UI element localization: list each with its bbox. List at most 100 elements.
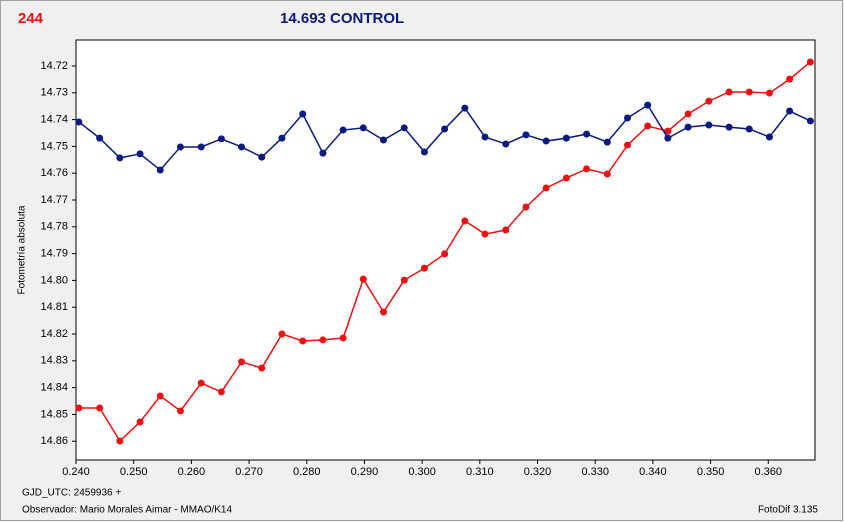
data-point	[725, 123, 733, 131]
data-point	[319, 149, 327, 157]
x-tick-label: 0.260	[178, 466, 206, 478]
data-point	[522, 131, 530, 139]
data-point	[299, 337, 307, 345]
footer-text: GJD_UTC: 2459936 +	[22, 488, 121, 499]
y-tick-label: 14.77	[40, 194, 68, 206]
data-point	[319, 336, 327, 344]
x-tick-label: 0.240	[62, 466, 90, 478]
y-tick-label: 14.79	[40, 248, 68, 260]
y-tick-label: 14.85	[40, 408, 68, 420]
series-label: 244	[18, 10, 44, 27]
y-tick-label: 14.80	[40, 274, 68, 286]
data-point	[136, 418, 144, 426]
data-point	[156, 166, 164, 174]
data-point	[684, 110, 692, 118]
x-tick-label: 0.310	[466, 466, 494, 478]
data-point	[96, 404, 104, 412]
data-point	[420, 264, 428, 272]
x-tick-label: 0.320	[524, 466, 552, 478]
data-point	[603, 170, 611, 178]
x-tick-label: 0.360	[755, 466, 783, 478]
y-tick-label: 14.81	[40, 301, 68, 313]
data-point	[502, 140, 510, 148]
data-point	[176, 407, 184, 415]
plot-area	[75, 39, 816, 461]
data-point	[359, 124, 367, 132]
data-point	[603, 138, 611, 146]
data-point	[379, 308, 387, 316]
data-point	[481, 230, 489, 238]
data-point	[197, 143, 205, 151]
data-point	[542, 184, 550, 192]
data-point	[461, 217, 469, 225]
data-point	[156, 392, 164, 400]
y-tick-label: 14.72	[40, 60, 68, 72]
x-tick-label: 0.290	[351, 466, 379, 478]
x-tick-label: 0.280	[293, 466, 321, 478]
data-point	[238, 358, 246, 366]
x-tick-label: 0.270	[235, 466, 263, 478]
data-point	[379, 136, 387, 144]
data-point	[258, 364, 266, 372]
x-tick-label: 0.340	[639, 466, 667, 478]
y-tick-label: 14.75	[40, 140, 68, 152]
y-tick-label: 14.76	[40, 167, 68, 179]
data-point	[624, 114, 632, 122]
data-point	[644, 122, 652, 130]
data-point	[725, 88, 733, 96]
data-point	[562, 174, 570, 182]
data-point	[745, 125, 753, 133]
x-tick-label: 0.250	[120, 466, 148, 478]
x-tick-label: 0.330	[581, 466, 609, 478]
data-point	[278, 330, 286, 338]
data-point	[339, 334, 347, 342]
data-point	[116, 154, 124, 162]
data-point	[684, 123, 692, 131]
data-point	[278, 134, 286, 142]
data-point	[705, 121, 713, 129]
data-point	[765, 89, 773, 97]
data-point	[197, 379, 205, 387]
data-point	[217, 135, 225, 143]
data-point	[542, 137, 550, 145]
chart-title: 14.693 CONTROL	[280, 10, 404, 27]
data-point	[359, 275, 367, 283]
y-tick-label: 14.74	[40, 114, 68, 126]
data-point	[481, 133, 489, 141]
data-point	[400, 276, 408, 284]
data-point	[583, 130, 591, 138]
data-point	[136, 150, 144, 158]
data-point	[299, 110, 307, 118]
x-tick-label: 0.350	[697, 466, 725, 478]
data-point	[786, 107, 794, 115]
data-point	[217, 388, 225, 396]
data-point	[238, 143, 246, 151]
data-point	[461, 104, 469, 112]
x-tick-label: 0.300	[408, 466, 436, 478]
footer-text: Observador: Mario Morales Aimar - MMAO/K…	[22, 505, 232, 516]
data-point	[562, 134, 570, 142]
data-point	[502, 226, 510, 234]
data-point	[522, 203, 530, 211]
data-point	[75, 118, 83, 126]
y-tick-label: 14.86	[40, 435, 68, 447]
data-point	[705, 97, 713, 105]
data-point	[441, 250, 449, 258]
y-tick-label: 14.78	[40, 221, 68, 233]
y-tick-label: 14.83	[40, 355, 68, 367]
data-point	[258, 153, 266, 161]
data-point	[644, 101, 652, 109]
data-point	[664, 134, 672, 142]
data-point	[96, 134, 104, 142]
data-point	[116, 437, 124, 445]
data-point	[339, 126, 347, 134]
data-point	[664, 127, 672, 135]
data-point	[176, 143, 184, 151]
y-tick-label: 14.84	[40, 382, 68, 394]
footer-text: FotoDif 3.135	[758, 505, 818, 516]
data-point	[441, 125, 449, 133]
data-point	[400, 124, 408, 132]
data-point	[765, 133, 773, 141]
y-tick-label: 14.73	[40, 87, 68, 99]
data-point	[786, 75, 794, 83]
